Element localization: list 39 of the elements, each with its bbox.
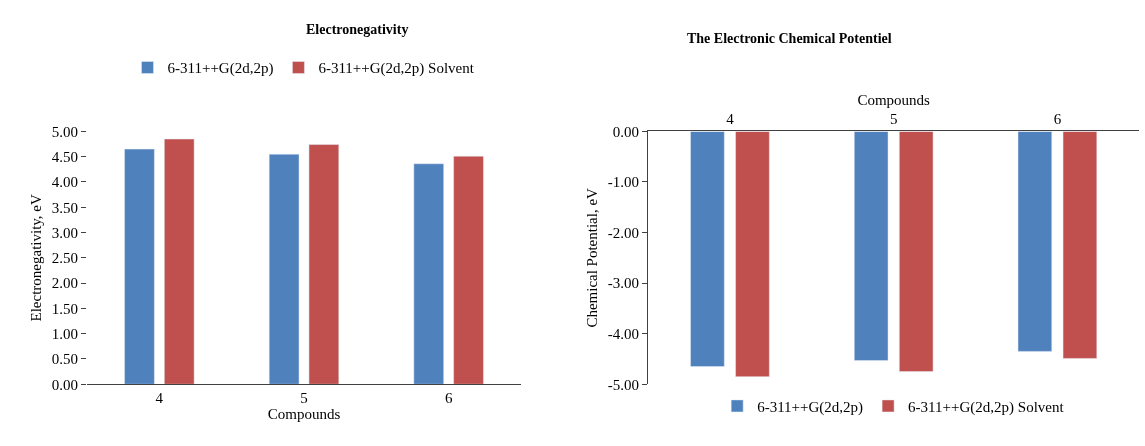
y-tick-label: 1.50 bbox=[51, 300, 79, 317]
y-tick-label: 2.00 bbox=[51, 275, 79, 292]
legend-label: 6-311++G(2d,2p) bbox=[757, 398, 864, 416]
x-tick-label: 4 bbox=[726, 111, 735, 128]
bar bbox=[453, 155, 484, 385]
y-tick-label: 4.00 bbox=[51, 174, 79, 191]
x-tick-label: 4 bbox=[155, 390, 164, 407]
y-tick-label: 0.50 bbox=[51, 351, 79, 368]
y-tick-label: -1.00 bbox=[607, 174, 640, 191]
legend-label: 6-311++G(2d,2p) Solvent bbox=[318, 60, 475, 78]
legend-label: 6-311++G(2d,2p) Solvent bbox=[908, 398, 1065, 416]
y-axis-title: Chemical Potential, eV bbox=[584, 187, 601, 328]
chart-title: The Electronic Chemical Potentiel bbox=[687, 31, 892, 46]
y-tick-label: 3.50 bbox=[51, 199, 79, 216]
x-tick-label: 6 bbox=[444, 390, 453, 407]
x-tick-label: 5 bbox=[300, 390, 308, 407]
y-tick-label: 0.00 bbox=[51, 376, 79, 393]
y-tick-label: -2.00 bbox=[607, 224, 640, 241]
x-axis-title: Compounds bbox=[857, 91, 931, 108]
y-tick-label: 3.00 bbox=[51, 224, 79, 241]
y-axis-title: Electronegativity, eV bbox=[28, 194, 45, 322]
x-tick-label: 5 bbox=[889, 111, 898, 128]
y-tick-label: -3.00 bbox=[607, 275, 640, 292]
x-tick-label: 6 bbox=[1053, 111, 1062, 128]
bar bbox=[124, 148, 155, 385]
y-tick-label: 1.00 bbox=[51, 325, 79, 342]
bar bbox=[308, 144, 340, 385]
y-tick-label: -4.00 bbox=[607, 325, 640, 342]
y-tick-label: 4.50 bbox=[51, 148, 79, 165]
legend-label: 6-311++G(2d,2p) bbox=[167, 60, 274, 78]
y-tick-label: 2.50 bbox=[51, 250, 79, 267]
bar bbox=[268, 153, 300, 385]
bar bbox=[164, 138, 195, 385]
chart-title: Electronegativity bbox=[306, 22, 409, 37]
y-tick-label: 0.00 bbox=[612, 123, 640, 140]
y-tick-label: 5.00 bbox=[51, 123, 79, 140]
x-axis-title: Compounds bbox=[267, 406, 341, 423]
y-tick-label: -5.00 bbox=[607, 376, 640, 393]
bar bbox=[413, 163, 444, 385]
